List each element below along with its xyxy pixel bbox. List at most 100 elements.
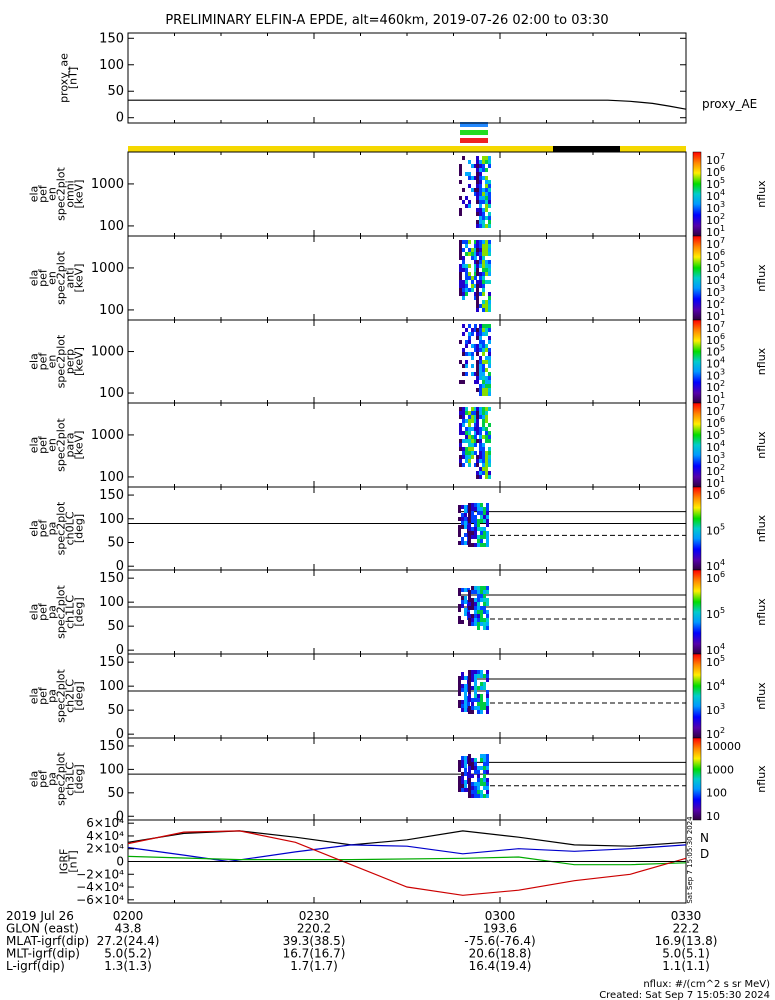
y-axis-label: ela <box>28 688 41 705</box>
spectrogram-cell <box>471 786 474 790</box>
spectrogram-cell <box>474 610 477 614</box>
spectrogram-cell <box>479 264 482 268</box>
spectrogram-cell <box>468 590 471 594</box>
spectrogram-cell <box>477 686 480 690</box>
colorbar-exponent: 6 <box>720 487 725 496</box>
spectrogram-cell <box>486 590 489 594</box>
spectrogram-cell <box>474 176 477 180</box>
spectrogram-cell <box>482 455 485 459</box>
spectrogram-cell <box>480 794 483 798</box>
spectrogram-cell <box>480 586 483 590</box>
spectrogram-cell <box>471 439 474 443</box>
y-axis-label: perp <box>64 349 77 374</box>
spectrogram-cell <box>483 531 486 535</box>
spectrogram-cell <box>480 515 483 519</box>
spectrogram-cell <box>464 596 467 600</box>
spectrogram-cell <box>485 384 488 388</box>
y-tick-label: 50 <box>107 535 124 550</box>
spectrogram-cell <box>471 280 474 284</box>
spectrogram-cell <box>471 332 474 336</box>
created-stamp: Created: Sat Sep 7 15:05:30 2024 <box>599 990 770 1000</box>
spectrogram-cell <box>474 284 477 288</box>
spectrogram-cell <box>461 541 464 545</box>
spectrogram-cell <box>479 284 482 288</box>
spectrogram-cell <box>479 439 482 443</box>
y-tick-label: 100 <box>99 58 124 73</box>
spectrogram-cell <box>482 240 485 244</box>
spectrogram-cell <box>488 324 491 328</box>
spectrogram-cell <box>468 519 471 523</box>
spectrogram-cell <box>483 786 486 790</box>
spectrogram-cell <box>485 248 488 252</box>
spectrogram-cell <box>486 610 489 614</box>
spectrogram-cell <box>477 590 480 594</box>
spectrogram-cell <box>479 192 482 196</box>
spectrogram-cell <box>479 407 482 411</box>
spectrogram-cell <box>474 427 477 431</box>
y-axis-label: pef <box>37 268 50 287</box>
spectrogram-cell <box>479 447 482 451</box>
spectrogram-cell <box>485 431 488 435</box>
spectrogram-cell <box>465 244 468 248</box>
spectrogram-cell <box>482 304 485 308</box>
spectrogram-cell <box>468 184 471 188</box>
spectrogram-cell <box>488 296 491 300</box>
spectrogram-cell <box>480 503 483 507</box>
spectrogram-cell <box>488 475 491 479</box>
spectrogram-cell <box>476 296 479 300</box>
spectrogram-cell <box>477 670 480 674</box>
spectrogram-cell <box>488 224 491 228</box>
spectrogram-cell <box>474 423 477 427</box>
spectrogram-cell <box>477 710 480 714</box>
spectrogram-cell <box>476 348 479 352</box>
y-axis-label: anti <box>64 267 77 288</box>
spectrogram-cell <box>468 762 471 766</box>
spectrogram-cell <box>482 288 485 292</box>
spectrogram-cell <box>476 300 479 304</box>
spectrogram-cell <box>479 240 482 244</box>
spectrogram-cell <box>471 415 474 419</box>
spectrogram-cell <box>471 670 474 674</box>
spectrogram-cell <box>485 392 488 396</box>
colorbar-exponent: 4 <box>720 642 725 651</box>
spectrogram-cell <box>479 328 482 332</box>
spectrogram-cell <box>468 678 471 682</box>
spectrogram-cell <box>482 463 485 467</box>
spectrogram-cell <box>465 459 468 463</box>
spectrogram-cell <box>483 706 486 710</box>
spectrogram-cell <box>474 348 477 352</box>
spectrogram-cell <box>476 252 479 256</box>
spectrogram-cell <box>468 686 471 690</box>
spectrogram-cell <box>471 288 474 292</box>
spectrogram-cell <box>474 188 477 192</box>
spectrogram-cell <box>476 220 479 224</box>
spectrogram-cell <box>482 368 485 372</box>
spectrogram-cell <box>486 503 489 507</box>
colorbar-label: nflux <box>755 682 768 710</box>
spectrogram-cell <box>488 459 491 463</box>
footer-cell: 22.2 <box>673 922 700 936</box>
spectrogram-cell <box>465 435 468 439</box>
spectrogram-cell <box>459 431 462 435</box>
spectrogram-cell <box>474 503 477 507</box>
spectrogram-cell <box>477 766 480 770</box>
y-axis-label: omni <box>64 180 77 207</box>
spectrogram-cell <box>480 519 483 523</box>
spectrogram-cell <box>476 419 479 423</box>
spectrogram-cell <box>462 431 465 435</box>
series-line-proxy_AE <box>128 99 687 110</box>
y-axis-label: pef <box>37 686 50 705</box>
spectrogram-cell <box>459 463 462 467</box>
spectrogram-cell <box>471 276 474 280</box>
spectrogram-cell <box>468 352 471 356</box>
spectrogram-cell <box>462 455 465 459</box>
spectrogram-cell <box>477 702 480 706</box>
spectrogram-cell <box>474 686 477 690</box>
y-axis-label: pef <box>37 602 50 621</box>
spectrogram-cell <box>486 539 489 543</box>
spectrogram-cell <box>476 344 479 348</box>
spectrogram-cell <box>479 188 482 192</box>
colorbar-exponent: 5 <box>720 654 725 663</box>
spectrogram-cell <box>468 332 471 336</box>
